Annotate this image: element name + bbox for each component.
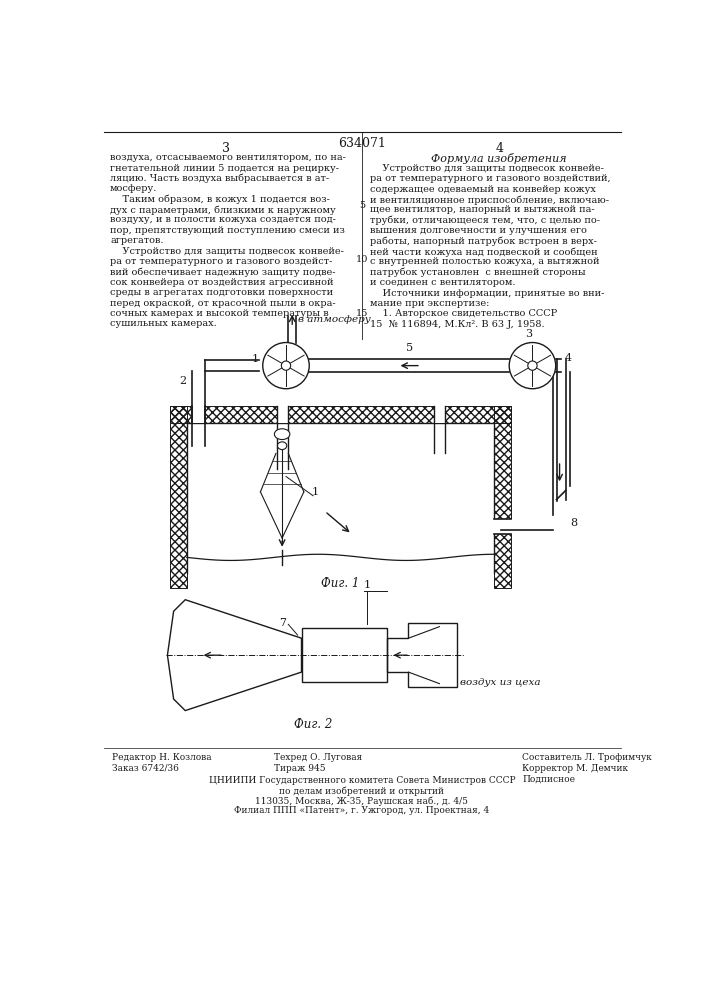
Text: 3: 3: [221, 142, 230, 155]
Text: 4: 4: [495, 142, 503, 155]
Text: 8: 8: [571, 518, 578, 528]
Text: трубки, отличающееся тем, что, с целью по-: трубки, отличающееся тем, что, с целью п…: [370, 216, 600, 225]
Bar: [170, 406, 187, 588]
Text: 4: 4: [565, 353, 572, 363]
Text: 634071: 634071: [338, 137, 386, 150]
Bar: [170, 406, 510, 423]
Text: воздуха, отсасываемого вентилятором, по на-: воздуха, отсасываемого вентилятором, по …: [110, 153, 346, 162]
Text: среды в агрегатах подготовки поверхности: среды в агрегатах подготовки поверхности: [110, 288, 333, 297]
Text: Источники информации, принятые во вни-: Источники информации, принятые во вни-: [370, 289, 604, 298]
Ellipse shape: [277, 442, 287, 450]
Text: вий обеспечивает надежную защиту подве-: вий обеспечивает надежную защиту подве-: [110, 267, 336, 277]
Text: гнетательной линии 5 подается на рецирку-: гнетательной линии 5 подается на рецирку…: [110, 164, 339, 173]
Bar: [187, 423, 493, 573]
Text: Формула изобретения: Формула изобретения: [431, 153, 567, 164]
Text: ра от температурного и газового воздейст-: ра от температурного и газового воздейст…: [110, 257, 332, 266]
Text: Устройство для защиты подвесок конвейе-: Устройство для защиты подвесок конвейе-: [110, 247, 344, 256]
Ellipse shape: [274, 429, 290, 440]
Text: ра от температурного и газового воздействий,: ра от температурного и газового воздейст…: [370, 174, 610, 183]
Text: агрегатов.: агрегатов.: [110, 236, 163, 245]
Text: сушильных камерах.: сушильных камерах.: [110, 319, 217, 328]
Text: с внутренней полостью кожуха, а вытяжной: с внутренней полостью кожуха, а вытяжной: [370, 257, 600, 266]
Text: Тираж 945: Тираж 945: [274, 764, 326, 773]
Text: щее вентилятор, напорный и вытяжной па-: щее вентилятор, напорный и вытяжной па-: [370, 205, 595, 214]
Text: Таким образом, в кожух 1 подается воз-: Таким образом, в кожух 1 подается воз-: [110, 195, 330, 204]
Bar: [493, 519, 512, 534]
Text: в атмосферу: в атмосферу: [298, 315, 371, 324]
Text: 6: 6: [288, 363, 295, 372]
Text: 1: 1: [252, 354, 259, 364]
Text: мосферу.: мосферу.: [110, 184, 158, 193]
Text: 113035, Москва, Ж-35, Раушская наб., д. 4/5: 113035, Москва, Ж-35, Раушская наб., д. …: [255, 796, 469, 806]
Bar: [192, 405, 206, 423]
Text: 10: 10: [356, 255, 368, 264]
Text: Филиал ППП «Патент», г. Ужгород, ул. Проектная, 4: Филиал ППП «Патент», г. Ужгород, ул. Про…: [234, 806, 489, 815]
Text: 15  № 116894, М.Кл². В 63 J, 1958.: 15 № 116894, М.Кл². В 63 J, 1958.: [370, 320, 544, 329]
Text: содержащее одеваемый на конвейер кожух: содержащее одеваемый на конвейер кожух: [370, 185, 595, 194]
Text: 1. Авторское свидетельство СССР: 1. Авторское свидетельство СССР: [370, 309, 557, 318]
Text: воздух из цеха: воздух из цеха: [460, 678, 541, 687]
Text: Корректор М. Демчик: Корректор М. Демчик: [522, 764, 629, 773]
Text: Фиг. 2: Фиг. 2: [294, 718, 332, 731]
Text: перед окраской, от красочной пыли в окра-: перед окраской, от красочной пыли в окра…: [110, 299, 336, 308]
Bar: [434, 405, 445, 423]
Text: Фиг. 1: Фиг. 1: [321, 577, 359, 590]
Text: Устройство для защиты подвесок конвейе-: Устройство для защиты подвесок конвейе-: [370, 164, 604, 173]
Circle shape: [263, 343, 309, 389]
Text: 1: 1: [312, 487, 319, 497]
Text: Подписное: Подписное: [522, 774, 575, 784]
Text: ней части кожуха над подвеской и сообщен: ней части кожуха над подвеской и сообщен: [370, 247, 597, 257]
Text: и вентиляционное приспособление, включаю-: и вентиляционное приспособление, включаю…: [370, 195, 609, 205]
Text: 7: 7: [279, 618, 286, 628]
Text: ляцию. Часть воздуха выбрасывается в ат-: ляцию. Часть воздуха выбрасывается в ат-: [110, 174, 329, 183]
Text: вышения долговечности и улучшения его: вышения долговечности и улучшения его: [370, 226, 587, 235]
Text: 3: 3: [525, 329, 532, 339]
Text: 5: 5: [359, 201, 365, 210]
Text: ЦНИИПИ Государственного комитета Совета Министров СССР: ЦНИИПИ Государственного комитета Совета …: [209, 776, 515, 785]
Bar: [301, 628, 387, 682]
Text: 5: 5: [406, 343, 413, 353]
Text: патрубок установлен  с внешней стороны: патрубок установлен с внешней стороны: [370, 268, 585, 277]
Text: Техред О. Луговая: Техред О. Луговая: [274, 753, 363, 762]
Text: работы, напорный патрубок встроен в верх-: работы, напорный патрубок встроен в верх…: [370, 237, 597, 246]
Text: дух с параметрами, близкими к наружному: дух с параметрами, близкими к наружному: [110, 205, 336, 215]
Circle shape: [528, 361, 537, 370]
Text: сочных камерах и высокой температуры в: сочных камерах и высокой температуры в: [110, 309, 329, 318]
Text: Редактор Н. Козлова: Редактор Н. Козлова: [112, 753, 211, 762]
Text: пор, препятствующий поступлению смеси из: пор, препятствующий поступлению смеси из: [110, 226, 345, 235]
Text: Составитель Л. Трофимчук: Составитель Л. Трофимчук: [522, 753, 652, 762]
Bar: [276, 405, 288, 423]
Text: 2: 2: [180, 376, 187, 386]
Circle shape: [281, 361, 291, 370]
Circle shape: [509, 343, 556, 389]
Text: воздуху, и в полости кожуха создается под-: воздуху, и в полости кожуха создается по…: [110, 215, 336, 224]
Bar: [493, 406, 510, 588]
Text: и соединен с вентилятором.: и соединен с вентилятором.: [370, 278, 515, 287]
Text: сок конвейера от воздействия агрессивной: сок конвейера от воздействия агрессивной: [110, 278, 334, 287]
Text: 15: 15: [356, 309, 368, 318]
Text: по делам изобретений и открытий: по делам изобретений и открытий: [279, 786, 445, 796]
Text: Заказ 6742/36: Заказ 6742/36: [112, 764, 178, 773]
Text: 1: 1: [364, 580, 371, 590]
Text: мание при экспертизе:: мание при экспертизе:: [370, 299, 489, 308]
